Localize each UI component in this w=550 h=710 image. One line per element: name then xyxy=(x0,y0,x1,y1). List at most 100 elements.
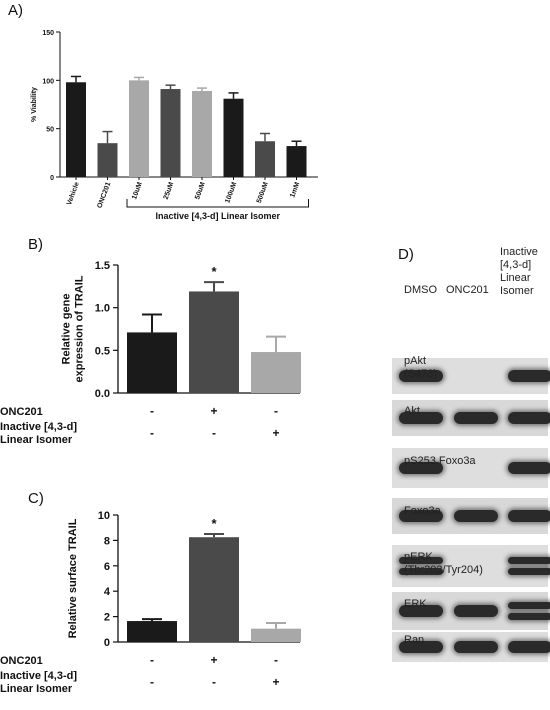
onc201-sign: + xyxy=(210,653,217,667)
blot-band xyxy=(508,602,550,609)
x-tick-label: Vehicle xyxy=(66,181,81,206)
row-label-onc201: ONC201 xyxy=(0,406,43,418)
bar xyxy=(286,146,307,177)
blot-band xyxy=(508,613,550,620)
blot-row-label-line: (Thr202/Tyr204) xyxy=(404,564,483,576)
blot-row-label: Akt xyxy=(404,405,544,418)
isomer-sign: + xyxy=(272,426,279,440)
bar xyxy=(189,537,239,642)
bar xyxy=(251,628,301,642)
significance-marker: * xyxy=(211,264,217,279)
x-tick-label: 1mM xyxy=(289,181,301,199)
blot-row-label-line: Ran xyxy=(404,634,425,646)
bar xyxy=(97,143,118,177)
x-tick-label: 10uM xyxy=(131,181,144,200)
significance-marker: * xyxy=(211,516,217,531)
y-tick-label: 0 xyxy=(50,175,54,182)
isomer-bracket xyxy=(126,199,309,208)
blot-row-label-line: pERK xyxy=(404,551,433,563)
bar xyxy=(189,291,239,393)
bar xyxy=(160,89,181,177)
y-axis-label: Relative gene xyxy=(61,294,73,365)
isomer-sign: - xyxy=(212,426,216,440)
bar xyxy=(223,98,244,177)
blot-row-label: pERK (Thr202/Tyr204) xyxy=(404,551,544,577)
blot-row-label-line: Foxo3a xyxy=(404,505,441,517)
blot-row-label: Ran xyxy=(404,634,544,647)
blot-band xyxy=(399,641,443,653)
y-tick-label: 50 xyxy=(46,127,54,134)
y-tick-label: 2 xyxy=(104,612,110,624)
blot-row-label: pAkt (S473) xyxy=(404,355,544,381)
y-axis-label: Relative surface TRAIL xyxy=(67,518,79,638)
blot-row-label: Foxo3a xyxy=(404,505,544,518)
blot-band xyxy=(508,641,550,653)
blot-band xyxy=(399,510,443,522)
y-tick-label: 4 xyxy=(104,586,111,598)
onc201-sign: - xyxy=(150,653,154,667)
bar xyxy=(129,80,149,177)
blot-column-onc201: ONC201 xyxy=(446,284,489,296)
y-tick-label: 8 xyxy=(104,535,110,547)
chart-c-surface-trail: 0 2 4 6 8 10 Relative surface TRAIL * ONC201 Inac… xyxy=(0,510,301,695)
blot-row-label: pS253 Foxo3a xyxy=(404,455,544,468)
x-tick-label: 500uM xyxy=(256,181,270,204)
x-tick-label: 50uM xyxy=(194,181,207,200)
blot-band xyxy=(454,641,498,653)
row-label-linear-isomer: Linear Isomer xyxy=(0,683,73,695)
y-tick-label: 1.5 xyxy=(95,260,110,272)
row-label-inactive: Inactive [4,3-d] xyxy=(0,670,77,682)
panel-label-a: A) xyxy=(8,2,23,19)
bar xyxy=(192,90,212,177)
blot-band xyxy=(454,412,498,424)
onc201-sign: + xyxy=(210,404,217,418)
y-tick-label: 0.0 xyxy=(95,388,110,400)
y-axis-label: expression of TRAIL xyxy=(74,275,86,382)
blot-band xyxy=(454,510,498,522)
bar xyxy=(127,332,177,393)
blot-row-label-line: (S473) xyxy=(404,368,438,380)
bar xyxy=(66,82,86,177)
x-tick-label: 100uM xyxy=(224,181,238,204)
bracket-label: Inactive [4,3-d] Linear Isomer xyxy=(155,211,280,221)
panel-label-b: B) xyxy=(28,236,43,253)
y-tick-label: 1.0 xyxy=(95,303,110,315)
row-label-linear-isomer: Linear Isomer xyxy=(0,434,73,446)
onc201-sign: - xyxy=(274,653,278,667)
blot-row-label-line: pS253 Foxo3a xyxy=(404,455,476,467)
blot-band xyxy=(399,557,443,564)
isomer-sign: - xyxy=(150,426,154,440)
y-tick-label: 150 xyxy=(42,30,54,37)
bar xyxy=(255,141,275,177)
y-tick-label: 0 xyxy=(104,637,110,649)
blot-row-label: ERK xyxy=(404,598,544,611)
blot-strip xyxy=(392,545,548,587)
blot-row-label-line: ERK xyxy=(404,598,427,610)
blot-band xyxy=(454,605,498,617)
bar xyxy=(251,352,301,393)
blot-band xyxy=(508,370,550,382)
y-tick-label: 0.5 xyxy=(95,345,110,357)
blot-band xyxy=(399,370,443,382)
blot-band xyxy=(399,412,443,424)
isomer-sign: - xyxy=(212,675,216,689)
blot-band xyxy=(508,412,550,424)
bar xyxy=(127,621,177,642)
blot-row-label-line: pAkt xyxy=(404,355,427,367)
blot-band xyxy=(399,462,443,474)
blot-column-dmso: DMSO xyxy=(404,284,437,296)
row-label-inactive: Inactive [4,3-d] xyxy=(0,421,77,433)
blot-band xyxy=(508,462,550,474)
chart-b-trail-gene-expression: 0.0 0.5 1.0 1.5 Relative gene expression of T… xyxy=(0,260,301,446)
blot-band xyxy=(508,568,550,575)
x-tick-label: ONC201 xyxy=(96,181,112,209)
blot-row-label-line: Akt xyxy=(404,405,420,417)
x-tick-label: 25uM xyxy=(163,181,176,200)
blot-column-inactive-isomer: Inactive [4,3-d] Linear Isomer xyxy=(500,246,538,297)
onc201-sign: - xyxy=(150,404,154,418)
y-tick-label: 100 xyxy=(42,78,54,85)
isomer-sign: - xyxy=(150,675,154,689)
blot-band xyxy=(508,510,550,522)
y-tick-label: 10 xyxy=(98,510,110,522)
panel-label-d: D) xyxy=(398,246,414,263)
